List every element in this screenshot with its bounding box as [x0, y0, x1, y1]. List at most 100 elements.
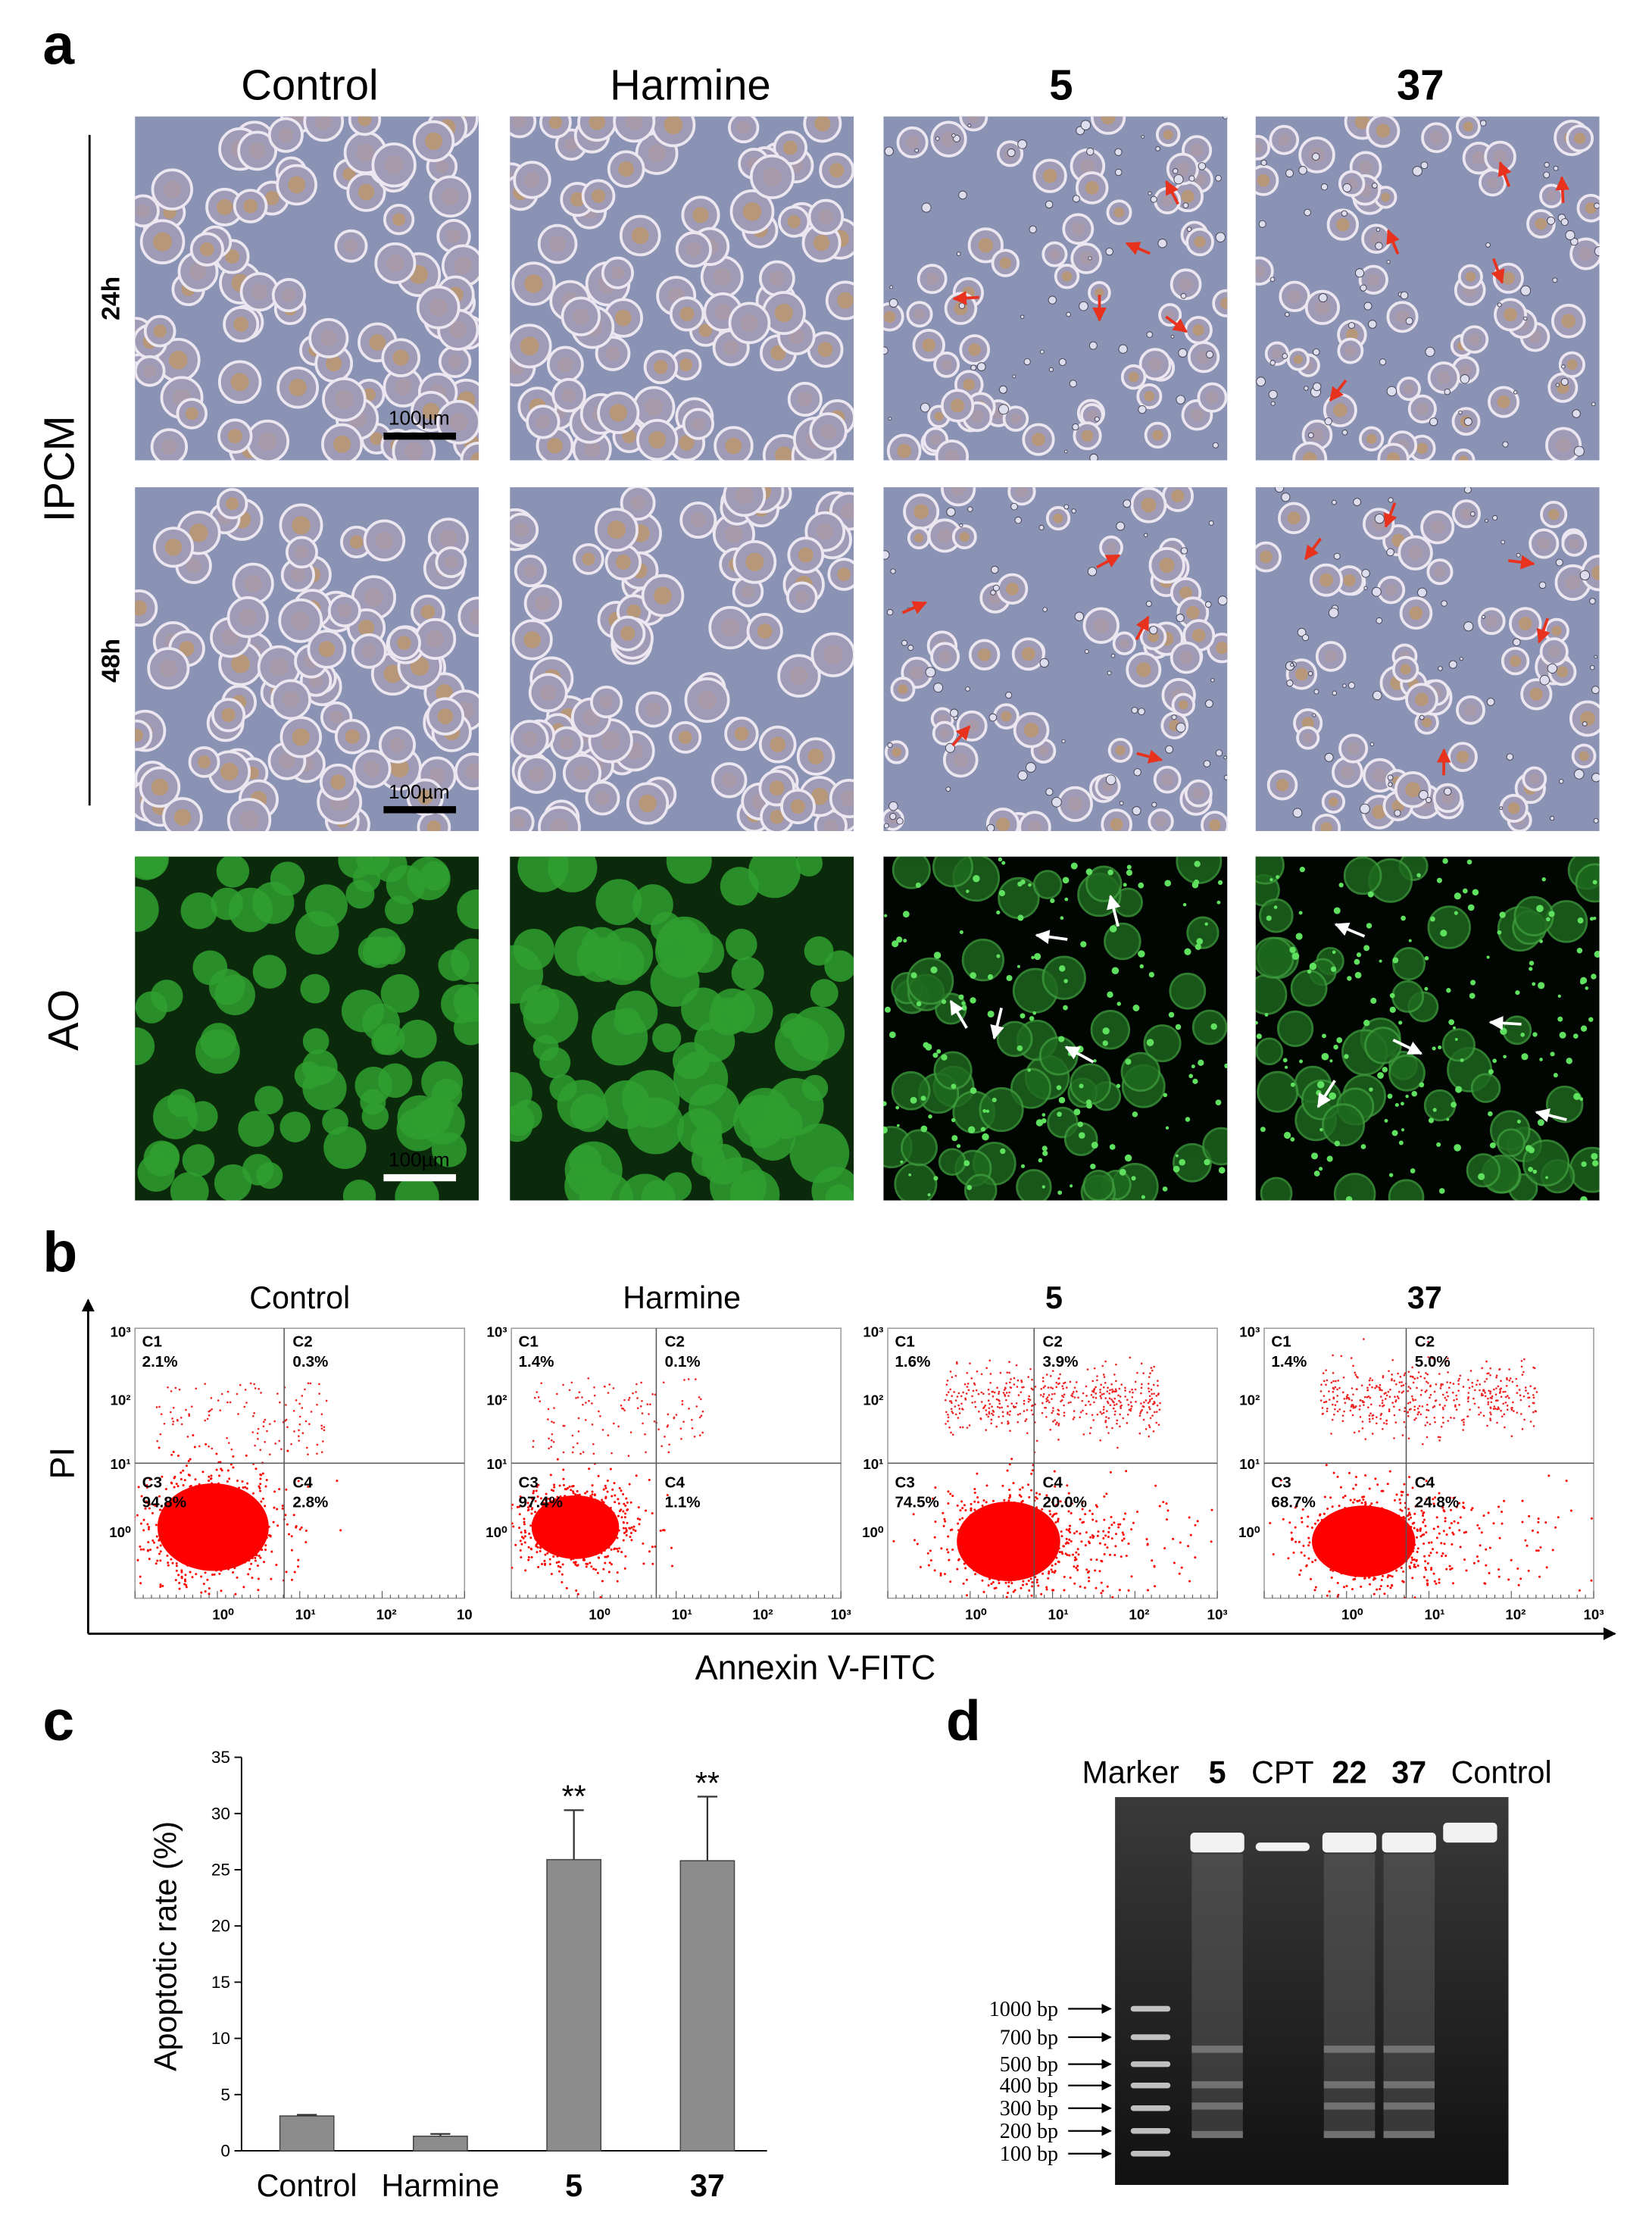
event — [253, 1411, 255, 1414]
granule — [1455, 1086, 1463, 1093]
cell-nucleus — [173, 808, 192, 827]
event — [1145, 1399, 1148, 1402]
event — [599, 1534, 602, 1537]
event — [1022, 1558, 1025, 1561]
event — [195, 1489, 198, 1492]
event — [221, 1487, 224, 1490]
event — [208, 1445, 210, 1448]
debris — [1591, 773, 1600, 783]
cell-nucleus — [1049, 248, 1060, 260]
event — [1061, 1395, 1063, 1397]
event — [610, 1526, 613, 1529]
event — [187, 1511, 190, 1514]
event — [234, 1499, 237, 1502]
event — [265, 1536, 268, 1539]
event — [170, 1520, 173, 1523]
event — [547, 1505, 550, 1508]
event — [951, 1410, 954, 1413]
event — [145, 1483, 148, 1486]
event — [1091, 1512, 1094, 1515]
event — [180, 1542, 183, 1545]
event — [1004, 1581, 1007, 1584]
event — [628, 1483, 631, 1486]
event — [530, 1556, 533, 1559]
event — [226, 1522, 230, 1525]
event — [186, 1505, 189, 1508]
cell-nucleus — [1006, 582, 1020, 595]
arrow — [1536, 617, 1551, 644]
event — [1110, 1537, 1113, 1540]
event — [1067, 1492, 1070, 1495]
event — [616, 1548, 619, 1551]
cell-nucleus — [1416, 442, 1428, 455]
event — [539, 1546, 542, 1549]
event — [612, 1532, 615, 1535]
cell-nucleus — [1192, 324, 1204, 336]
debris — [1371, 586, 1382, 597]
debris — [1215, 174, 1222, 182]
granule — [1091, 1142, 1098, 1149]
cell-nucleus — [790, 799, 806, 814]
cell — [557, 1080, 607, 1130]
granule — [956, 1144, 961, 1149]
granule — [1041, 1145, 1048, 1152]
event — [552, 1514, 555, 1517]
event — [939, 1574, 942, 1577]
event — [1040, 1387, 1043, 1390]
event — [596, 1571, 599, 1574]
event — [648, 1550, 651, 1553]
debris — [1061, 739, 1066, 744]
event — [140, 1495, 143, 1498]
event — [1020, 1520, 1023, 1523]
event — [527, 1556, 530, 1559]
event — [212, 1510, 215, 1513]
granule — [1041, 1113, 1046, 1117]
granule — [1577, 917, 1584, 924]
debris — [1353, 498, 1362, 506]
cell-nucleus — [1278, 133, 1291, 146]
arrow — [1555, 176, 1570, 203]
event — [604, 1385, 606, 1388]
granule — [1041, 1185, 1045, 1189]
granule — [1316, 1089, 1322, 1096]
event — [163, 1422, 166, 1425]
event — [189, 1527, 192, 1530]
event — [519, 1495, 522, 1498]
debris — [1460, 374, 1470, 384]
event — [245, 1402, 248, 1404]
event — [587, 1551, 590, 1554]
event — [192, 1536, 195, 1539]
event — [561, 1529, 564, 1532]
event — [213, 1550, 216, 1553]
event — [1100, 1383, 1103, 1386]
event — [980, 1542, 983, 1545]
granule — [1260, 1127, 1266, 1133]
granule — [1255, 1020, 1258, 1025]
debris — [1348, 682, 1356, 689]
event — [528, 1533, 531, 1536]
event — [1103, 1495, 1106, 1498]
event — [284, 1420, 286, 1422]
event — [1119, 1608, 1121, 1610]
cell-nucleus — [1155, 816, 1166, 827]
cell-nucleus — [1535, 217, 1547, 230]
event — [192, 1496, 195, 1499]
event — [1154, 1585, 1157, 1588]
granule — [961, 1005, 967, 1011]
event — [1103, 1392, 1105, 1395]
granule — [1594, 950, 1600, 958]
event — [641, 1412, 644, 1414]
event — [560, 1549, 563, 1552]
event — [1052, 1420, 1054, 1423]
event — [1041, 1513, 1045, 1516]
event — [624, 1512, 627, 1515]
event — [593, 1512, 596, 1515]
cell-nucleus — [626, 604, 642, 619]
granule — [1107, 869, 1113, 876]
cell-nucleus — [1276, 778, 1289, 792]
event — [1092, 1419, 1095, 1421]
debris — [1388, 782, 1393, 787]
event — [1041, 1550, 1044, 1553]
event — [574, 1508, 577, 1511]
event — [1088, 1400, 1090, 1403]
